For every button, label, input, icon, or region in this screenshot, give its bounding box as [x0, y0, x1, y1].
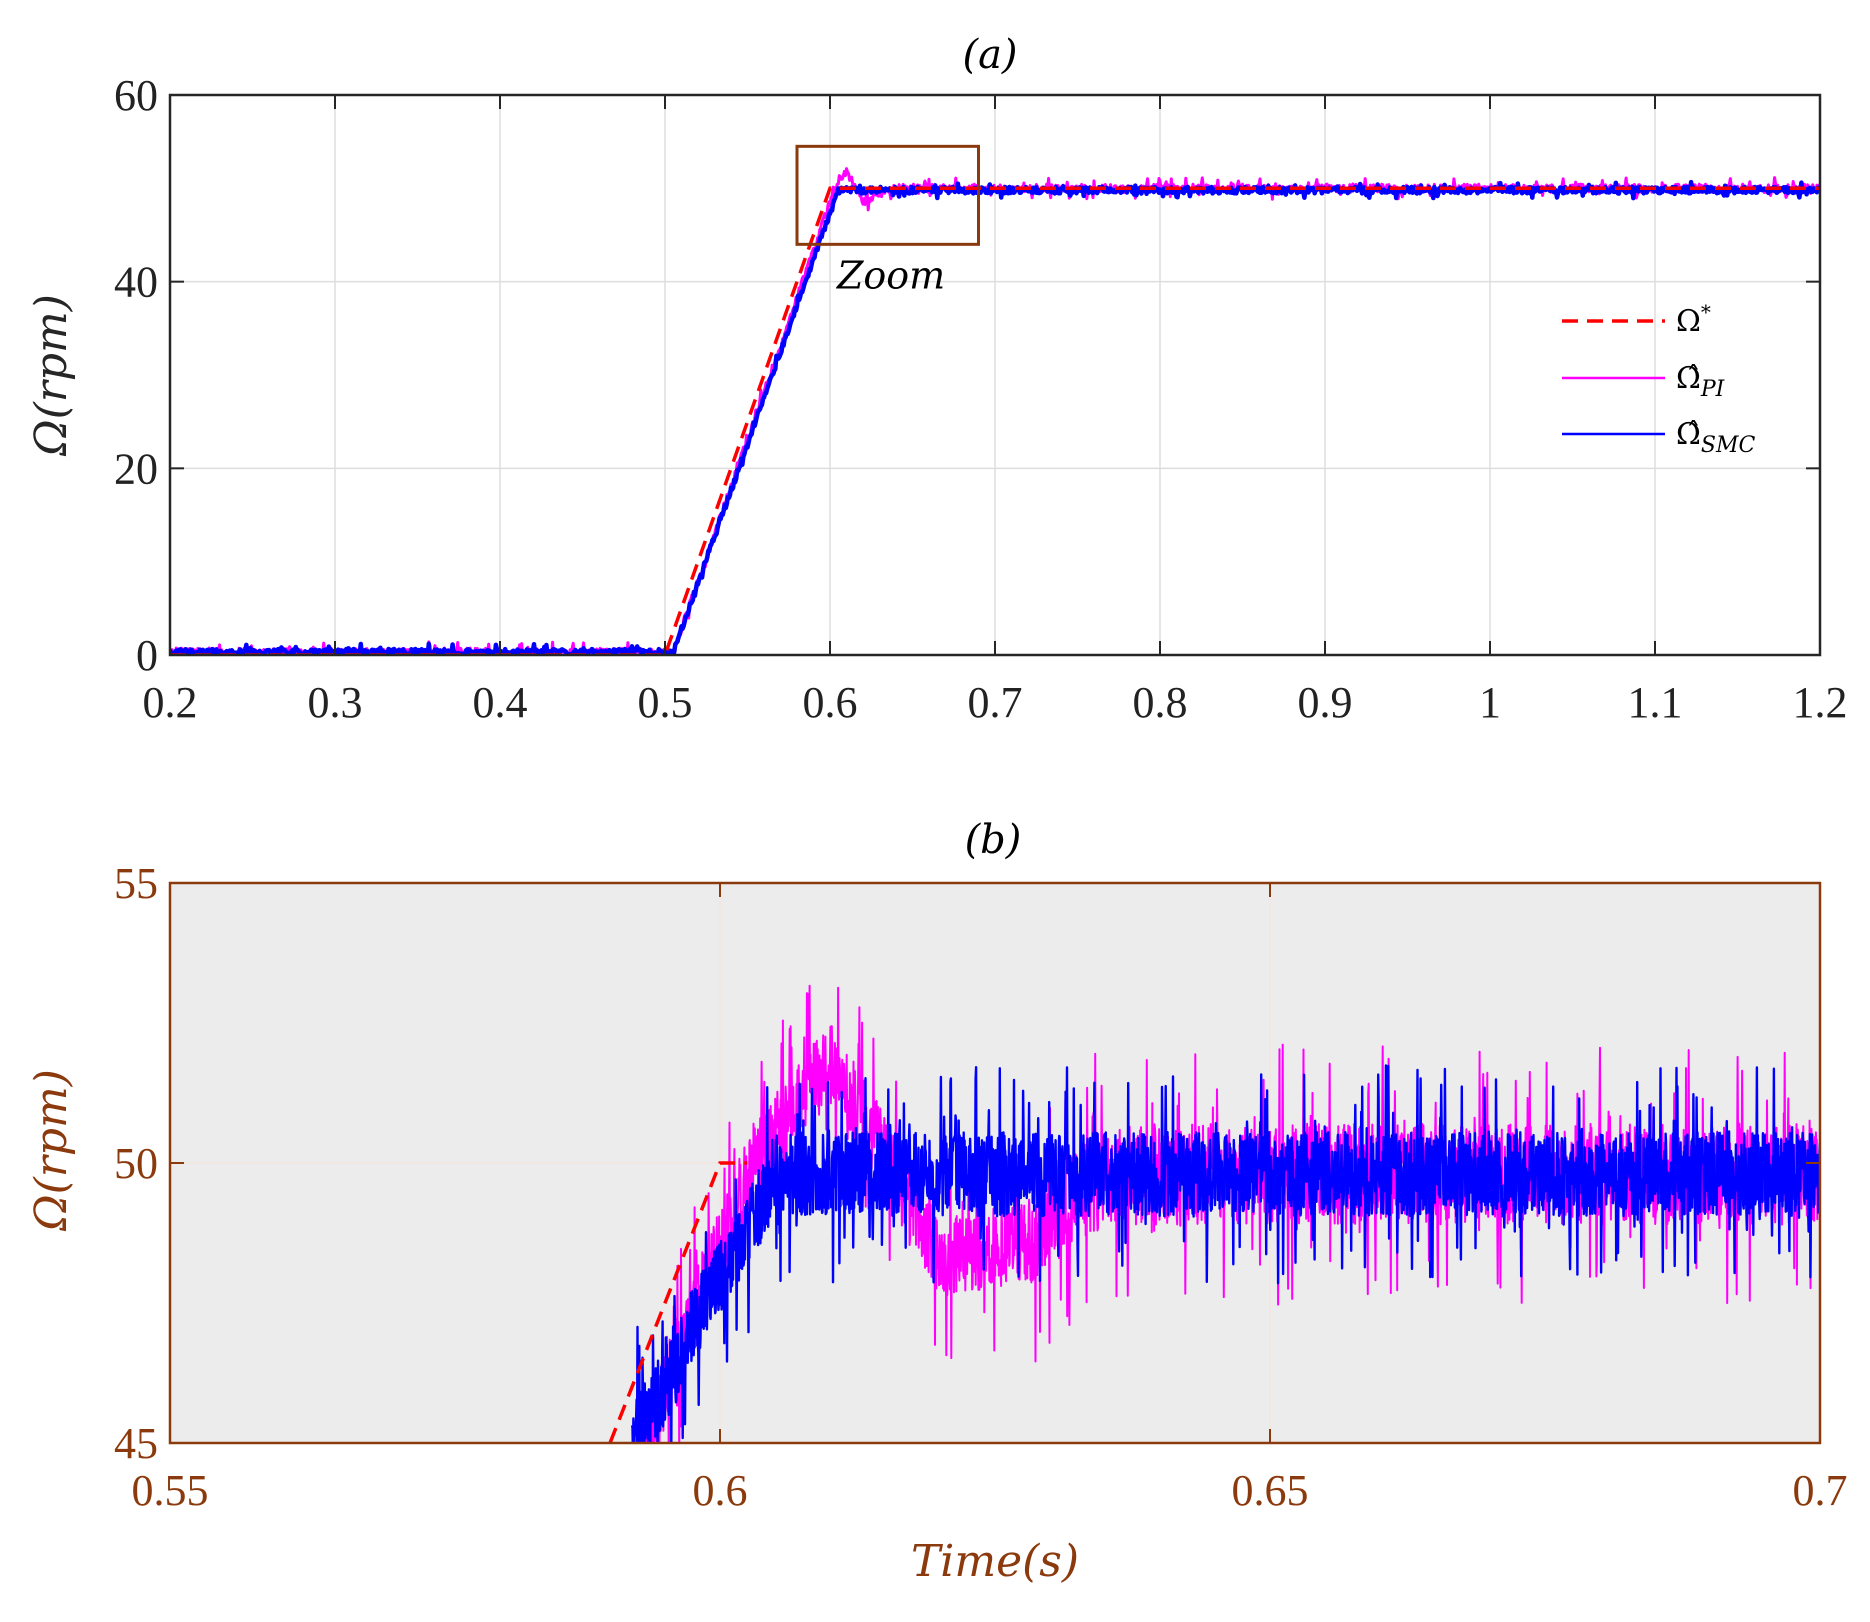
y-tick-label: 0 — [136, 631, 158, 680]
legend-reference-label: Ω* — [1676, 300, 1711, 339]
legend-smc-label: Ω̂SMC — [1676, 417, 1755, 458]
x-tick-label: 0.7 — [968, 678, 1023, 727]
series-smc-line — [630, 1064, 1820, 1443]
x-tick-label: 1.1 — [1628, 678, 1683, 727]
x-tick-label: 0.6 — [693, 1466, 748, 1515]
panel-b-xlabel: Time(s) — [911, 1536, 1079, 1587]
y-tick-label: 60 — [114, 71, 158, 120]
x-tick-label: 0.9 — [1298, 678, 1353, 727]
x-tick-label: 0.55 — [132, 1466, 209, 1515]
x-tick-label: 0.6 — [803, 678, 858, 727]
x-tick-label: 1 — [1479, 678, 1501, 727]
series-reference-line — [608, 1161, 748, 1443]
legend-pi-label: Ω̂PI — [1676, 361, 1726, 402]
panel-b-ticks: 0.55 0.6 0.65 0.7 45 50 55 — [114, 859, 1848, 1515]
y-tick-label: 40 — [114, 258, 158, 307]
panel-b-ylabel: Ω(rpm) — [26, 1069, 77, 1232]
zoom-box: Zoom — [795, 144, 980, 297]
y-tick-label: 50 — [114, 1139, 158, 1188]
x-tick-label: 0.65 — [1232, 1466, 1309, 1515]
series-reference-line — [170, 186, 1820, 655]
x-tick-label: 1.2 — [1793, 678, 1848, 727]
zoom-rectangle — [795, 144, 980, 246]
x-tick-label: 0.3 — [308, 678, 363, 727]
panel-a-series — [170, 167, 1820, 655]
panel-a-title: (a) — [962, 32, 1017, 78]
x-tick-label: 0.2 — [143, 678, 198, 727]
x-tick-label: 0.8 — [1133, 678, 1188, 727]
panel-a-ylabel: Ω(rpm) — [26, 294, 77, 457]
panel-a-chart: (a) 0.2 0.3 0.4 0.5 0.6 0.7 0.8 0.9 1 1.1 1.2 0 20 40… — [26, 32, 1848, 727]
panel-a-ticks: 0.2 0.3 0.4 0.5 0.6 0.7 0.8 0.9 1 1.1 1.2 0 20 40 60 — [114, 71, 1848, 727]
x-tick-label: 0.7 — [1793, 1466, 1848, 1515]
x-tick-label: 0.4 — [473, 678, 528, 727]
legend: Ω* Ω̂PI Ω̂SMC — [1562, 300, 1755, 458]
y-tick-label: 55 — [114, 859, 158, 908]
panel-b-series — [608, 984, 1820, 1443]
panel-b-title: (b) — [965, 817, 1022, 863]
y-tick-label: 45 — [114, 1419, 158, 1468]
panel-b-chart: (b) 0.55 0.6 0.65 0.7 45 50 55 Ω(rpm) Time(s) — [26, 817, 1848, 1587]
y-tick-label: 20 — [114, 444, 158, 493]
x-tick-label: 0.5 — [638, 678, 693, 727]
zoom-label: Zoom — [836, 253, 945, 297]
